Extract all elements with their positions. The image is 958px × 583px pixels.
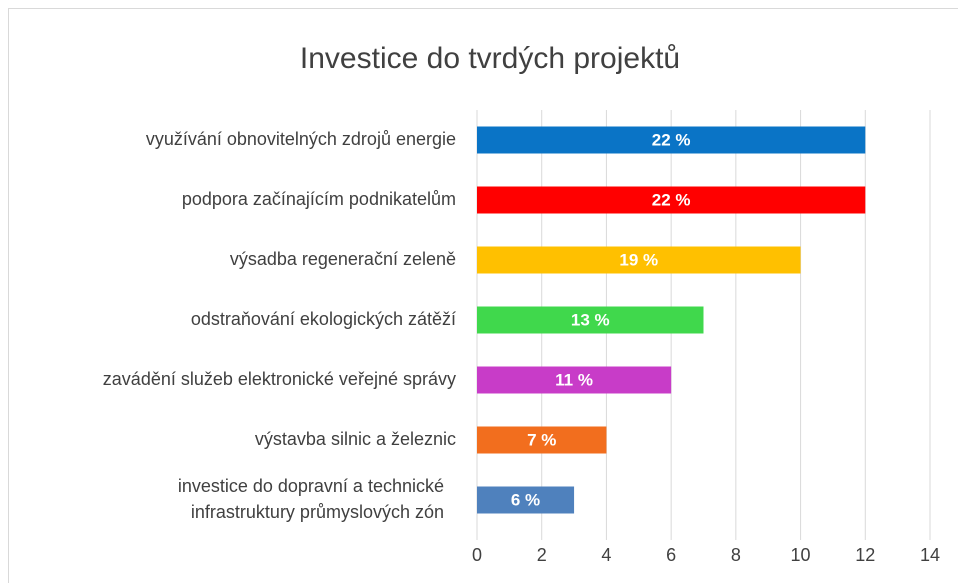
x-tick-label: 12: [855, 545, 875, 565]
bar: [477, 426, 607, 454]
bar: [477, 186, 866, 214]
bar: [477, 306, 704, 334]
y-tick-label: zavádění služeb elektronické veřejné spr…: [103, 369, 456, 389]
y-tick-label: odstraňování ekologických zátěží: [191, 309, 456, 329]
y-tick-label: využívání obnovitelných zdrojů energie: [146, 129, 456, 149]
y-tick-label: podpora začínajícím podnikatelům: [182, 189, 456, 209]
bar: [477, 126, 866, 154]
x-tick-label: 4: [601, 545, 611, 565]
bar-label: 13 %: [571, 310, 610, 329]
x-tick-label: 10: [791, 545, 811, 565]
x-tick-label: 2: [537, 545, 547, 565]
chart-title: Investice do tvrdých projektů: [300, 42, 680, 75]
x-tick-label: 6: [666, 545, 676, 565]
y-tick-label: výsadba regenerační zeleně: [230, 249, 456, 269]
bar-label: 22 %: [652, 190, 691, 209]
y-tick-label: investice do dopravní a technické infrast…: [178, 476, 444, 522]
x-tick-label: 0: [472, 545, 482, 565]
label-line: infrastruktury průmyslových zón: [191, 502, 444, 522]
y-tick-label: výstavba silnic a železnic: [255, 429, 456, 449]
bar-label: 6 %: [511, 490, 540, 509]
bar: [477, 366, 672, 394]
label-line: investice do dopravní a technické: [178, 476, 444, 496]
bar-label: 11 %: [555, 370, 593, 389]
bar-label: 22 %: [652, 130, 691, 149]
bar: [477, 486, 575, 514]
x-tick-label: 14: [920, 545, 940, 565]
bar-label: 7 %: [527, 430, 556, 449]
bar: [477, 246, 801, 274]
bar-label: 19 %: [619, 250, 658, 269]
x-tick-label: 8: [731, 545, 741, 565]
